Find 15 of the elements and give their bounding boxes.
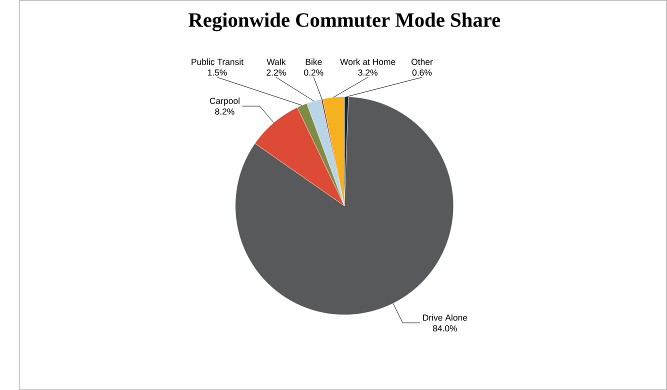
data-label: 84.0% [432,325,458,332]
slice-label: Walk [266,58,286,65]
slice-label: Public Transit [192,58,244,65]
chart-title: Regionwide Commuter Mode Share [188,12,500,32]
slice-label: Carpool [210,97,240,106]
slice-label: Work at Home [340,58,396,65]
data-label: 0.2% [304,69,324,76]
data-label: 2.2% [266,69,286,76]
slice-label: Drive Alone [423,314,468,321]
data-label: 3.2% [358,69,378,76]
data-label: 0.6% [412,69,432,76]
data-label: 8.2% [215,108,234,115]
slice-label: Bike [306,58,322,65]
slice-label: Other [412,58,433,65]
data-label: 1.5% [208,69,227,76]
